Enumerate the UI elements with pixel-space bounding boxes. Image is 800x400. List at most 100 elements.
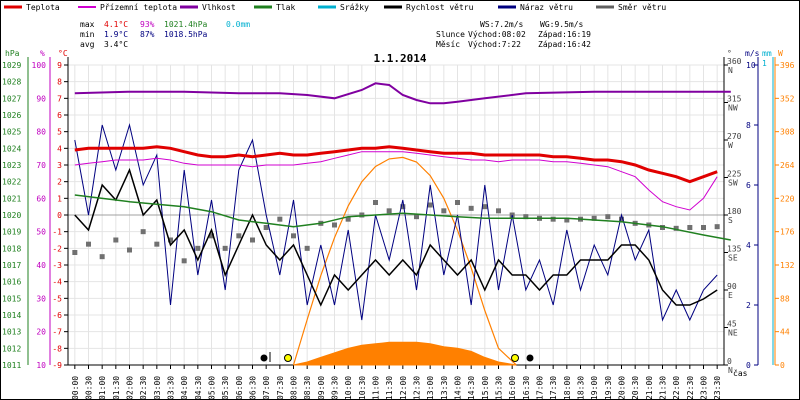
axis-unit-mm: mm	[762, 49, 772, 58]
summary-avg-temp: 3.4°C	[104, 40, 128, 49]
legend-label-wind-gust: Náraz větru	[520, 3, 573, 12]
wind-direction-point	[222, 245, 228, 251]
dir-tick-label: 270	[727, 132, 742, 141]
wind-direction-point	[99, 254, 105, 260]
wind-direction-point	[304, 245, 310, 251]
wind-direction-point	[250, 237, 255, 243]
summary-max-label: max	[80, 20, 95, 29]
time-tick-label: 11:00	[372, 376, 381, 400]
time-tick-label: 22:30	[686, 376, 695, 400]
radiation-area	[293, 341, 517, 366]
time-tick-label: 23:00	[700, 376, 709, 400]
temp-tick-label: 0	[57, 211, 62, 220]
wind-direction-point	[427, 202, 433, 208]
time-tick-label: 07:00	[262, 376, 271, 400]
temp-tick-label: -1	[52, 228, 62, 237]
temp-tick-label: 5	[57, 128, 62, 137]
hpa-tick-label: 1022	[2, 178, 21, 187]
hpa-tick-label: 1027	[2, 94, 21, 103]
temp-tick-label: 1	[57, 194, 62, 203]
hpa-tick-label: 1024	[2, 144, 21, 153]
hpa-tick-label: 1017	[2, 261, 21, 270]
wind-speed-max: WS:7.2m/s	[480, 20, 524, 29]
moon-set-marker	[526, 354, 534, 362]
time-tick-label: 15:00	[481, 376, 490, 400]
wind-direction-point	[345, 216, 351, 222]
moon-set: Západ:16:42	[538, 40, 591, 49]
chart-title: 1.1.2014	[374, 52, 427, 65]
time-tick-label: 13:00	[426, 376, 435, 400]
pct-tick-label: 70	[36, 161, 46, 170]
wind-direction-point	[277, 216, 283, 222]
time-tick-label: 21:30	[659, 376, 668, 400]
w-tick-label: 44	[780, 328, 790, 337]
legend-label-wind-speed: Rychlost větru	[406, 3, 474, 12]
wind-direction-point	[127, 247, 132, 253]
axis-unit-hpa: hPa	[5, 49, 20, 58]
time-tick-label: 04:00	[180, 376, 189, 400]
axis-unit-ms: m/s	[745, 49, 760, 58]
time-tick-label: 15:30	[495, 376, 504, 400]
pct-tick-label: 40	[36, 261, 46, 270]
dir-tick-label: 225	[727, 170, 742, 179]
sunset-marker	[511, 354, 519, 362]
hpa-tick-label: 1023	[2, 161, 21, 170]
time-tick-label: 22:00	[672, 376, 681, 400]
pct-tick-label: 30	[36, 294, 46, 303]
wind-direction-point	[209, 233, 214, 239]
wind-direction-point	[496, 208, 501, 214]
hpa-tick-label: 1025	[2, 128, 21, 137]
time-tick-label: 14:30	[467, 376, 476, 400]
pct-tick-label: 100	[32, 61, 47, 70]
wind-direction-point	[113, 237, 119, 243]
w-tick-label: 132	[780, 261, 795, 270]
axis-unit-temp: °C	[58, 49, 68, 58]
time-tick-label: 11:30	[385, 376, 394, 400]
ms-tick-label: 8	[746, 121, 751, 130]
temp-tick-label: -4	[52, 278, 62, 287]
wind-direction-point	[72, 250, 78, 255]
time-tick-label: 18:30	[577, 376, 586, 400]
hpa-tick-label: 1019	[2, 228, 21, 237]
time-tick-label: 12:30	[413, 376, 422, 400]
wind-direction-point	[591, 215, 597, 221]
moon-rise: Východ:7:22	[468, 40, 521, 49]
time-tick-label: 08:00	[290, 376, 299, 400]
pct-tick-label: 60	[36, 194, 46, 203]
wind-direction-point	[701, 225, 706, 230]
temp-tick-label: -2	[52, 244, 62, 253]
w-tick-label: 396	[780, 61, 795, 70]
legend-label-wind-direction: Směr větru	[618, 3, 666, 12]
w-tick-label: 264	[780, 161, 795, 170]
summary-min-label: min	[80, 30, 95, 39]
axes	[27, 57, 779, 369]
time-tick-label: 05:00	[208, 376, 217, 400]
x-axis-label: čas	[733, 368, 748, 378]
ms-tick-label: 2	[746, 301, 751, 310]
time-tick-label: 06:30	[249, 376, 258, 400]
hpa-tick-label: 1018	[2, 244, 21, 253]
w-tick-label: 0	[780, 361, 785, 370]
time-tick-label: 16:00	[508, 376, 517, 400]
wind-direction-point	[550, 216, 556, 222]
wind-direction-point	[86, 241, 91, 247]
summary-block: max 4.1°C 93% 1021.4hPa 0.0mm min 1.9°C …	[80, 20, 250, 49]
wind-direction-point	[195, 245, 201, 251]
moon-rise-marker	[260, 354, 268, 362]
dir-compass-label: W	[728, 141, 733, 150]
sunrise-marker	[284, 354, 292, 362]
legend-label-rain: Srážky	[340, 3, 369, 12]
time-tick-label: 05:30	[221, 376, 230, 400]
wind-direction-point	[414, 214, 419, 220]
temp-tick-label: 6	[57, 111, 62, 120]
tick-labels: 00:00 00:30 01:00 01:30 02:00 02:30 03:00 03:30…	[2, 57, 795, 400]
hpa-tick-label: 1013	[2, 328, 21, 337]
time-tick-label: 16:30	[522, 376, 531, 400]
wind-direction-point	[673, 225, 679, 231]
sun-label: Slunce	[436, 30, 465, 39]
time-tick-label: 21:00	[645, 376, 654, 400]
sun-rise: Východ:08:02	[468, 30, 526, 39]
wind-direction-point	[236, 233, 242, 239]
